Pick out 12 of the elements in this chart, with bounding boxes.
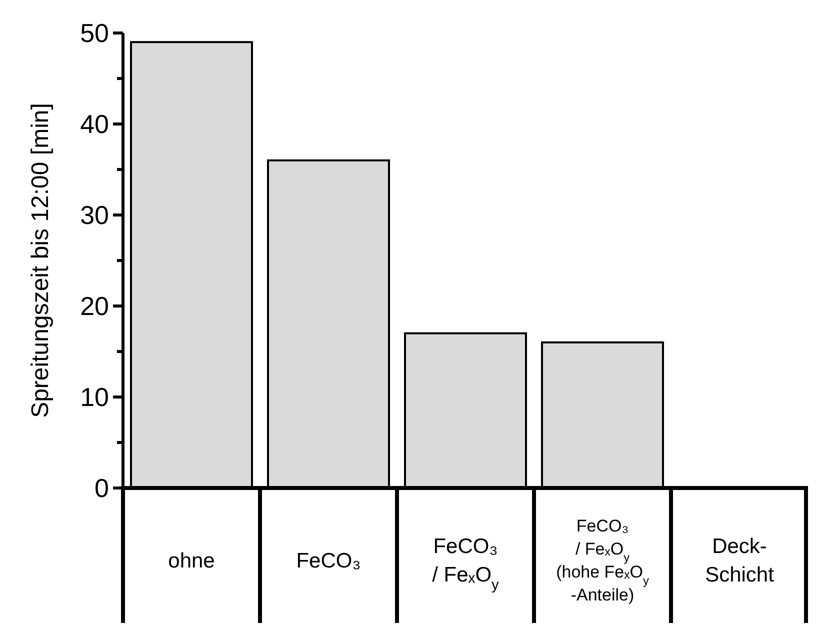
y-tick-label: 40 [80,109,109,140]
y-tick-label: 10 [80,382,109,412]
y-tick-label: 0 [94,473,109,504]
x-tick-label: FeCO₃ [296,549,361,572]
x-tick-label: Deck- Schicht [705,535,774,587]
y-tick-label: 20 [80,291,109,322]
x-tick-label: FeCO₃ / FeₓO$_{y}$ (hohe FeₓO$_{y}$ -Anteile) [556,516,649,604]
x-tick-label: ohne [168,549,215,572]
y-axis-title: Spreitungszeit bis 12:00 [min] [27,103,54,418]
y-tick-label: 50 [80,18,109,48]
y-tick-label: 30 [80,200,109,230]
x-tick-label: FeCO₃ / FeₓO$_{y}$ [432,535,500,594]
